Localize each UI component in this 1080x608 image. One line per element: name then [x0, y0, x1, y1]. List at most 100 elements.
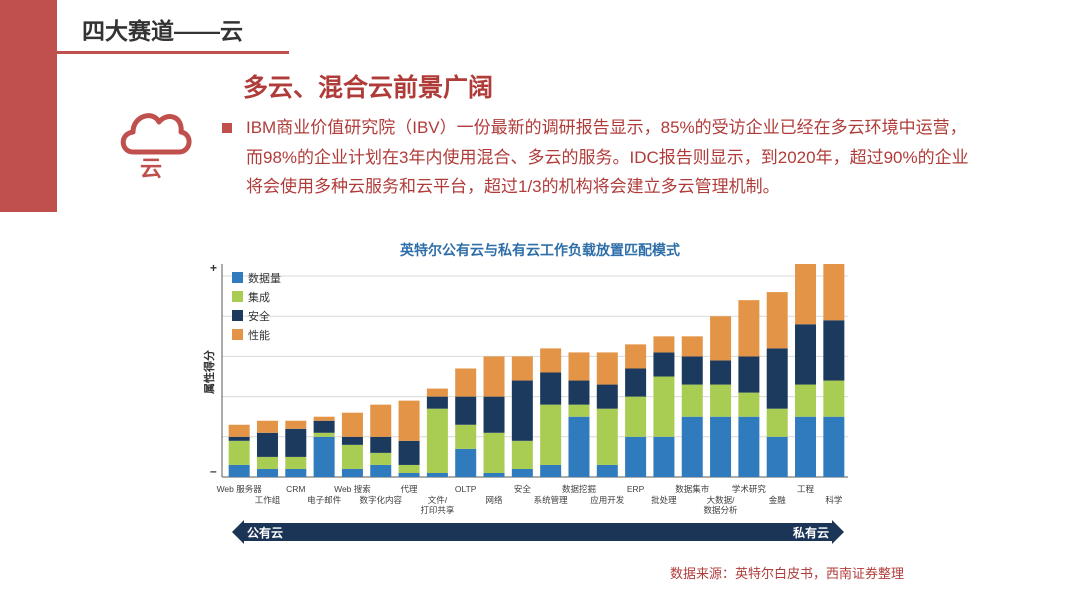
bar-segment-4	[568, 352, 590, 381]
arrow-right-label: 私有云	[792, 525, 829, 540]
x-tick-label: 大数据/	[707, 495, 736, 505]
bar-segment-2	[625, 396, 647, 437]
bar-segment-1	[455, 448, 477, 477]
bar-segment-2	[228, 440, 250, 465]
left-accent-bar	[0, 0, 57, 212]
bar-segment-3	[766, 348, 788, 409]
bar-segment-2	[681, 384, 703, 417]
bar-segment-1	[540, 464, 562, 477]
bar-segment-3	[228, 436, 250, 441]
legend-swatch	[232, 329, 243, 340]
legend-swatch	[232, 291, 243, 302]
bar-segment-1	[511, 468, 533, 477]
bar-segment-2	[398, 464, 420, 473]
bar-segment-2	[596, 408, 618, 465]
bar-segment-3	[370, 436, 392, 453]
bar-segment-1	[710, 416, 732, 477]
x-tick-label: 科学	[825, 495, 843, 505]
bar-segment-1	[370, 464, 392, 477]
legend-label: 数据量	[248, 271, 281, 285]
bar-segment-3	[823, 320, 845, 381]
bar-segment-3	[568, 380, 590, 405]
x-tick-label: 文件/	[428, 495, 448, 505]
bar-segment-1	[596, 464, 618, 477]
x-tick-label: ERP	[627, 484, 645, 494]
x-tick-label: CRM	[286, 484, 305, 494]
bar-segment-2	[313, 432, 335, 437]
data-source: 数据来源：英特尔白皮书，西南证券整理	[670, 566, 905, 581]
bar-segment-1	[738, 416, 760, 477]
x-tick-label: 安全	[514, 484, 532, 494]
x-tick-label: 工程	[797, 484, 815, 494]
bar-segment-3	[511, 380, 533, 441]
y-tick-top: +	[210, 261, 217, 275]
bar-segment-4	[370, 404, 392, 437]
bar-segment-3	[710, 360, 732, 385]
bar-segment-3	[738, 356, 760, 393]
bar-segment-2	[426, 408, 448, 473]
x-tick-label: 工作组	[255, 495, 281, 505]
x-tick-label: 数据挖掘	[562, 484, 596, 494]
bar-segment-2	[370, 452, 392, 465]
bar-segment-4	[625, 344, 647, 369]
x-tick-label: Web 服务器	[217, 484, 263, 494]
bar-segment-3	[540, 372, 562, 405]
page-title: 四大赛道——云	[82, 18, 243, 44]
bar-segment-4	[596, 352, 618, 385]
bar-segment-3	[681, 356, 703, 385]
bar-segment-3	[341, 436, 363, 445]
chart-title: 英特尔公有云与私有云工作负载放置匹配模式	[400, 242, 680, 258]
bar-segment-4	[228, 424, 250, 437]
bar-segment-3	[285, 428, 307, 457]
bar-segment-1	[823, 416, 845, 477]
legend-label: 安全	[248, 309, 270, 323]
bar-segment-1	[256, 468, 278, 477]
bar-segment-2	[710, 384, 732, 417]
bar-segment-3	[256, 432, 278, 457]
section-subtitle: 多云、混合云前景广阔	[243, 74, 494, 102]
bar-segment-3	[398, 440, 420, 465]
x-tick-label: 网络	[486, 495, 504, 505]
legend-swatch	[232, 272, 243, 283]
bar-segment-1	[285, 468, 307, 477]
bar-segment-1	[795, 416, 817, 477]
bar-segment-3	[313, 420, 335, 433]
bar-segment-2	[738, 392, 760, 417]
bar-segment-2	[483, 432, 505, 473]
bar-segment-4	[540, 348, 562, 373]
bar-segment-2	[653, 376, 675, 437]
intro-paragraph: IBM商业价值研究院（IBV）一份最新的调研报告显示，85%的受访企业已经在多云…	[246, 118, 969, 196]
arrow-left-label: 公有云	[247, 525, 283, 540]
bar-segment-1	[426, 472, 448, 477]
bar-segment-1	[228, 464, 250, 477]
x-tick-label: 应用开发	[590, 495, 625, 505]
bar-segment-4	[483, 356, 505, 397]
title-underline	[57, 51, 289, 54]
bar-segment-3	[483, 396, 505, 433]
bar-segment-2	[766, 408, 788, 437]
x-tick-label: 代理	[401, 484, 419, 494]
bar-segment-1	[341, 468, 363, 477]
bar-segment-1	[625, 436, 647, 477]
bar-segment-2	[540, 404, 562, 465]
x-tick-label: Web 搜索	[334, 484, 371, 494]
y-tick-bottom: –	[210, 464, 217, 478]
bar-segment-2	[341, 444, 363, 469]
x-tick-label: 电子邮件	[307, 495, 342, 505]
bar-segment-4	[256, 420, 278, 433]
x-tick-label: 系统管理	[534, 495, 569, 505]
bar-segment-3	[426, 396, 448, 409]
bar-segment-3	[455, 396, 477, 425]
y-axis-label: 属性得分	[202, 350, 216, 394]
x-tick-label: 数字化内容	[359, 495, 402, 505]
bar-segment-4	[795, 263, 817, 325]
bar-segment-4	[455, 368, 477, 397]
bar-segment-1	[398, 472, 420, 477]
x-tick-label: 数据分析	[704, 505, 739, 515]
bar-segment-1	[653, 436, 675, 477]
legend-swatch	[232, 310, 243, 321]
bar-segment-1	[483, 472, 505, 477]
bar-segment-3	[795, 324, 817, 385]
bar-segment-4	[285, 420, 307, 429]
